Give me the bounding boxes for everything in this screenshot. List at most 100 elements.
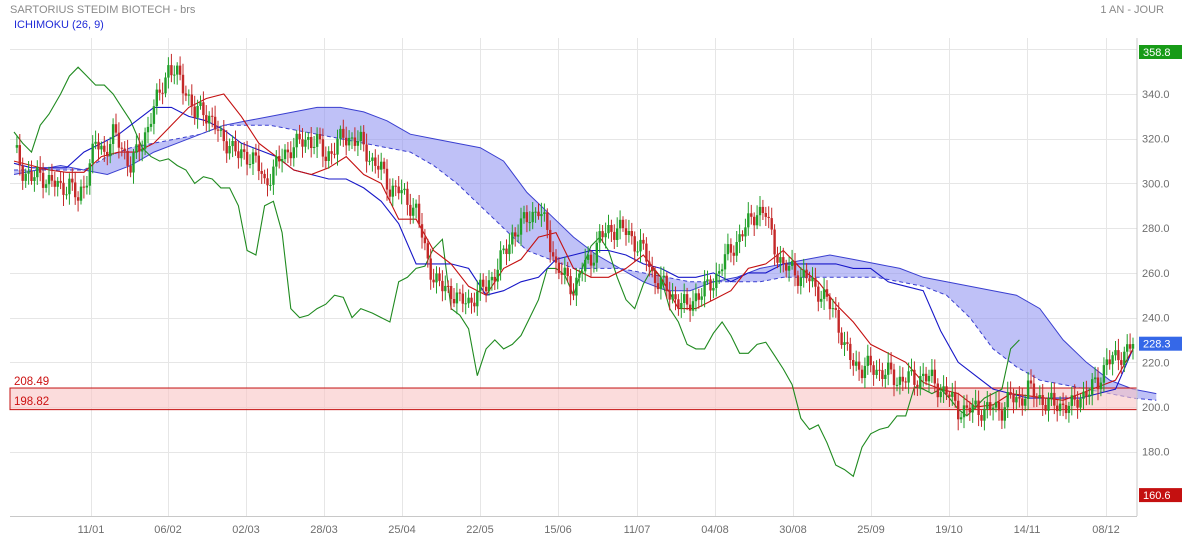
candle-body — [627, 231, 631, 235]
y-tick-label: 240.0 — [1142, 313, 1170, 325]
candle-body — [989, 402, 992, 410]
candle-body — [578, 273, 581, 278]
candle-body — [53, 180, 56, 187]
candle-body — [741, 234, 744, 237]
candle-body — [225, 141, 228, 154]
candle-body — [161, 92, 164, 94]
candle-body — [770, 218, 773, 230]
candle-body — [295, 133, 298, 148]
candle-body — [71, 178, 74, 183]
candle-body — [243, 149, 246, 152]
candle-body — [272, 166, 275, 185]
candle-body — [651, 267, 654, 272]
y-tick-label: 340.0 — [1142, 89, 1170, 101]
candle-body — [645, 243, 648, 262]
candle-body — [785, 263, 788, 271]
candle-body — [423, 237, 427, 244]
candle-body — [412, 207, 415, 216]
candle-body — [1073, 395, 1076, 400]
axes — [10, 38, 1138, 517]
candle-body — [321, 139, 325, 157]
candle-body — [464, 303, 467, 305]
candle-body — [1091, 379, 1094, 395]
candle-body — [723, 254, 727, 270]
candle-body — [248, 164, 252, 165]
candle-body — [799, 277, 802, 286]
candle-body — [114, 124, 118, 133]
candle-body — [359, 131, 362, 141]
candle-body — [27, 171, 30, 174]
candle-body — [621, 219, 625, 229]
candle-body — [1012, 394, 1015, 403]
x-tick-label: 22/05 — [466, 524, 494, 536]
candle-body — [365, 144, 368, 162]
candle-body — [954, 392, 957, 401]
candle-body — [1085, 391, 1088, 397]
candle-body — [234, 141, 237, 152]
candle-body — [729, 244, 733, 253]
candle-body — [342, 128, 345, 138]
y-axis-ticks: 180.0 200.0 220.0 240.0 260.0 280.0 300.0 320.0… — [1142, 44, 1170, 458]
candle-body — [1105, 359, 1108, 366]
candle-body — [190, 94, 193, 107]
candle-body — [339, 128, 342, 139]
candle-body — [278, 156, 281, 162]
candle-body — [502, 248, 505, 251]
candle-body — [971, 404, 974, 413]
candle-body — [540, 214, 543, 217]
candle-body — [170, 65, 173, 76]
x-tick-label: 28/03 — [310, 524, 338, 536]
candle-body — [773, 229, 776, 255]
candle-body — [324, 156, 327, 161]
candle-body — [345, 137, 348, 146]
candle-body — [977, 400, 980, 415]
candle-body — [901, 376, 904, 382]
candle-body — [820, 298, 823, 302]
candle-body — [738, 234, 741, 242]
candle-body — [36, 167, 39, 178]
candle-body — [534, 211, 537, 213]
candle-body — [688, 304, 692, 311]
candle-body — [758, 206, 762, 216]
candle-body — [1126, 344, 1129, 352]
candle-body — [426, 243, 429, 259]
candle-body — [519, 218, 523, 235]
candle-body — [1058, 403, 1062, 412]
candle-body — [825, 289, 829, 297]
candle-body — [211, 115, 214, 117]
candle-body — [1024, 398, 1027, 406]
candle-body — [974, 400, 977, 405]
candle-body — [822, 289, 826, 299]
candle-body — [782, 257, 785, 264]
candle-body — [779, 257, 782, 263]
y-tick-label: 200.0 — [1142, 402, 1170, 414]
candle-body — [312, 146, 316, 148]
candle-body — [904, 381, 907, 383]
candle-body — [380, 161, 383, 170]
candle-body — [878, 369, 881, 371]
candle-body — [554, 256, 558, 263]
candle-body — [266, 178, 269, 186]
candle-body — [315, 134, 319, 147]
candle-body — [196, 106, 199, 118]
candle-body — [613, 231, 616, 240]
candle-body — [852, 360, 855, 366]
candle-body — [557, 262, 561, 273]
candle-body — [33, 177, 36, 181]
price-badges: 358.8 228.3 160.6 — [1139, 45, 1182, 503]
candle-body — [916, 384, 919, 388]
candle-body — [808, 278, 811, 282]
candle-body — [776, 254, 779, 263]
chart-title: SARTORIUS STEDIM BIOTECH - brs — [10, 4, 196, 16]
candle-body — [1131, 344, 1135, 349]
candle-body — [610, 225, 613, 232]
candle-body — [245, 151, 249, 165]
x-tick-label: 14/11 — [1014, 524, 1041, 536]
badge-low-label: 160.6 — [1143, 490, 1171, 502]
candle-body — [962, 405, 966, 418]
candle-body — [260, 171, 263, 174]
candle-body — [895, 384, 899, 386]
grid — [10, 38, 1137, 516]
candle-body — [30, 171, 33, 181]
candle-body — [409, 204, 412, 216]
